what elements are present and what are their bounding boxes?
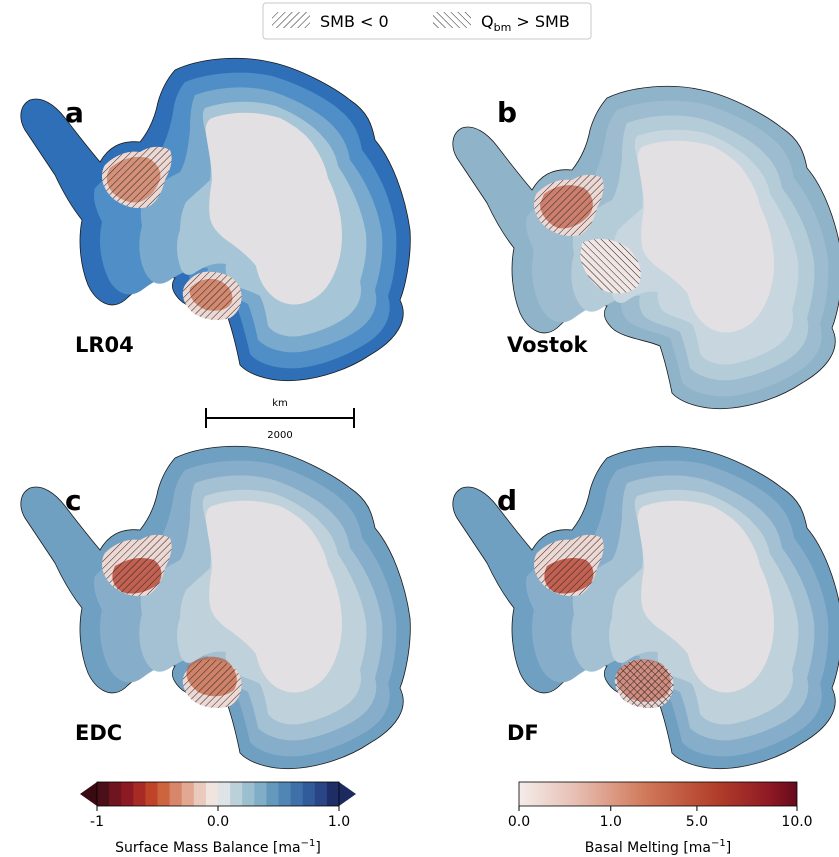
smb-colorbar-cell bbox=[169, 782, 183, 806]
smb-colorbar-cell bbox=[218, 782, 231, 806]
qbm-label: Qbm > SMB bbox=[481, 12, 570, 34]
basal-melt-tick-label: 0.0 bbox=[508, 814, 530, 830]
smb-colorbar-cell bbox=[181, 782, 195, 806]
smb-colorbar-cell bbox=[193, 782, 207, 806]
basal-melt-tick-label: 5.0 bbox=[686, 814, 708, 830]
smb-negative-label: SMB < 0 bbox=[320, 12, 389, 31]
hatch-legend: SMB < 0 Qbm > SMB bbox=[262, 2, 592, 40]
smb-colorbar-cell bbox=[290, 782, 304, 806]
panel-a-name: LR04 bbox=[75, 333, 134, 357]
basal-melt-tick-label: 10.0 bbox=[781, 814, 812, 830]
smb-colorbar-cell bbox=[133, 782, 146, 806]
scale-bar-unit: km bbox=[272, 398, 288, 409]
smb-colorbar-cell bbox=[121, 782, 134, 806]
smb-colorbar-cell bbox=[230, 782, 243, 806]
basal-melt-colorbar-label: Basal Melting [ma−1] bbox=[585, 838, 731, 856]
qbm-swatch bbox=[433, 12, 471, 28]
smb-colorbar-cell bbox=[145, 782, 158, 806]
panel-b-name: Vostok bbox=[507, 333, 588, 357]
smb-colorbar-cell bbox=[326, 782, 340, 806]
basal-melt-gradient bbox=[518, 781, 798, 807]
panel-c-name: EDC bbox=[75, 721, 122, 745]
smb-colorbar-cell bbox=[302, 782, 316, 806]
smb-colorbar-cell bbox=[278, 782, 292, 806]
smb-colorbar-tick-label: -1 bbox=[90, 814, 104, 830]
panel-b-map: b Vostok bbox=[452, 85, 839, 410]
panel-a-letter: a bbox=[65, 96, 84, 129]
smb-colorbar-cell bbox=[242, 782, 255, 806]
scale-bar-value: 2000 bbox=[267, 430, 292, 441]
smb-colorbar-min-arrow bbox=[80, 782, 97, 806]
smb-colorbar-cell bbox=[109, 782, 122, 806]
panel-d-map: d DF bbox=[452, 445, 839, 770]
scale-bar: km 2000 bbox=[205, 398, 355, 441]
panel-a-map: a LR04 bbox=[20, 57, 411, 382]
smb-colorbar-cell bbox=[314, 782, 328, 806]
panel-d-name: DF bbox=[507, 721, 539, 745]
panel-b-letter: b bbox=[497, 96, 517, 129]
panel-c-letter: c bbox=[65, 484, 82, 517]
smb-colorbar-tick-label: 0.0 bbox=[207, 814, 229, 830]
basal-melt-tick-label: 1.0 bbox=[600, 814, 622, 830]
smb-colorbar-cell bbox=[254, 782, 267, 806]
smb-colorbar: -1 0.0 1.0 Surface Mass Balance [ma−1] bbox=[80, 781, 356, 856]
smb-colorbar-tick-label: 1.0 bbox=[328, 814, 350, 830]
smb-negative-swatch bbox=[272, 12, 310, 28]
smb-colorbar-max-arrow bbox=[339, 782, 356, 806]
smb-colorbar-cell bbox=[266, 782, 279, 806]
smb-colorbar-cell bbox=[205, 782, 219, 806]
basal-melt-colorbar: 0.0 1.0 5.0 10.0 Basal Melting [ma−1] bbox=[508, 781, 813, 856]
panel-d-letter: d bbox=[497, 484, 517, 517]
panel-c-map: c EDC bbox=[20, 445, 411, 770]
smb-colorbar-label: Surface Mass Balance [ma−1] bbox=[115, 838, 321, 856]
smb-colorbar-cell bbox=[97, 782, 110, 806]
smb-colorbar-cell bbox=[157, 782, 171, 806]
